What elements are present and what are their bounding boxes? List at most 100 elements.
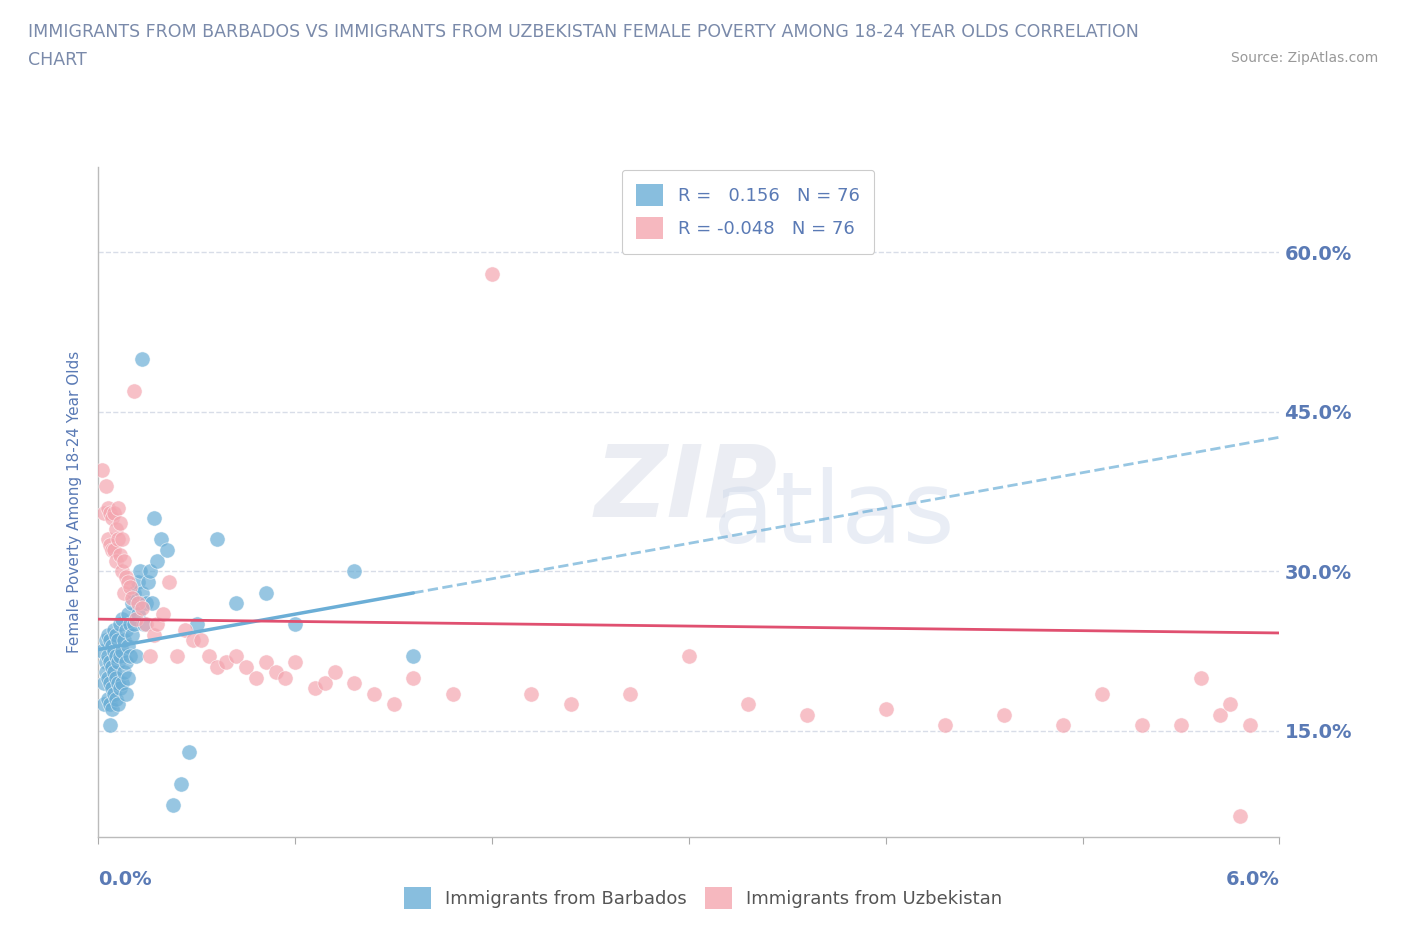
Point [111, 644, 134, 658]
Point [245, 671, 267, 685]
Point [98, 675, 121, 690]
Point [934, 718, 956, 733]
Point [97, 691, 120, 706]
Point [91, 644, 114, 658]
Point [93, 675, 115, 690]
Point [97, 649, 120, 664]
Point [105, 649, 128, 664]
Point [146, 553, 169, 568]
Point [98, 718, 121, 733]
Point [235, 659, 257, 674]
Point [118, 617, 141, 631]
Point [111, 675, 134, 690]
Point [1229, 808, 1251, 823]
Point [737, 697, 759, 711]
Legend: R =   0.156   N = 76, R = -0.048   N = 76: R = 0.156 N = 76, R = -0.048 N = 76 [621, 170, 875, 254]
Point [111, 564, 134, 578]
Point [121, 596, 143, 611]
Point [115, 569, 138, 584]
Point [174, 622, 197, 637]
Point [118, 649, 141, 664]
Point [127, 606, 149, 621]
Point [402, 649, 425, 664]
Point [98, 633, 121, 648]
Point [162, 798, 184, 813]
Text: atlas: atlas [713, 467, 955, 565]
Point [98, 505, 121, 520]
Point [142, 628, 165, 643]
Point [112, 665, 135, 680]
Point [93, 505, 115, 520]
Point [101, 659, 124, 674]
Point [131, 352, 153, 366]
Point [115, 686, 138, 701]
Point [96, 665, 118, 680]
Point [103, 622, 125, 637]
Point [93, 697, 115, 711]
Point [115, 622, 138, 637]
Point [117, 671, 139, 685]
Point [97, 500, 120, 515]
Point [112, 633, 135, 648]
Point [166, 649, 188, 664]
Point [122, 383, 145, 398]
Point [138, 649, 160, 664]
Point [1130, 718, 1153, 733]
Point [274, 671, 297, 685]
Point [128, 564, 150, 578]
Point [141, 596, 163, 611]
Point [121, 628, 143, 643]
Point [875, 702, 897, 717]
Point [117, 606, 139, 621]
Point [481, 266, 503, 281]
Point [254, 585, 277, 600]
Point [619, 686, 641, 701]
Point [111, 612, 134, 627]
Point [1209, 708, 1232, 723]
Point [101, 542, 124, 557]
Point [1170, 718, 1192, 733]
Point [157, 575, 180, 590]
Point [190, 633, 212, 648]
Point [343, 675, 366, 690]
Point [132, 617, 155, 631]
Point [152, 606, 174, 621]
Point [363, 686, 385, 701]
Point [131, 601, 153, 616]
Point [225, 649, 247, 664]
Point [118, 579, 141, 594]
Point [796, 708, 818, 723]
Point [98, 654, 121, 669]
Point [103, 665, 125, 680]
Point [107, 532, 129, 547]
Point [105, 522, 128, 537]
Point [107, 500, 129, 515]
Point [1091, 686, 1114, 701]
Point [343, 564, 366, 578]
Point [101, 681, 124, 696]
Point [215, 654, 238, 669]
Text: IMMIGRANTS FROM BARBADOS VS IMMIGRANTS FROM UZBEKISTAN FEMALE POVERTY AMONG 18-2: IMMIGRANTS FROM BARBADOS VS IMMIGRANTS F… [28, 23, 1139, 41]
Point [115, 654, 138, 669]
Point [678, 649, 700, 664]
Point [186, 617, 208, 631]
Point [101, 702, 124, 717]
Point [254, 654, 277, 669]
Point [441, 686, 464, 701]
Point [96, 479, 118, 494]
Point [1189, 671, 1212, 685]
Point [560, 697, 582, 711]
Y-axis label: Female Poverty Among 18-24 Year Olds: Female Poverty Among 18-24 Year Olds [67, 352, 83, 654]
Point [117, 638, 139, 653]
Point [122, 617, 145, 631]
Point [105, 628, 128, 643]
Point [112, 553, 135, 568]
Point [142, 511, 165, 525]
Point [96, 633, 118, 648]
Text: Source: ZipAtlas.com: Source: ZipAtlas.com [1230, 51, 1378, 65]
Text: 6.0%: 6.0% [1226, 870, 1279, 888]
Point [146, 617, 169, 631]
Point [304, 681, 326, 696]
Point [91, 463, 114, 478]
Point [125, 612, 148, 627]
